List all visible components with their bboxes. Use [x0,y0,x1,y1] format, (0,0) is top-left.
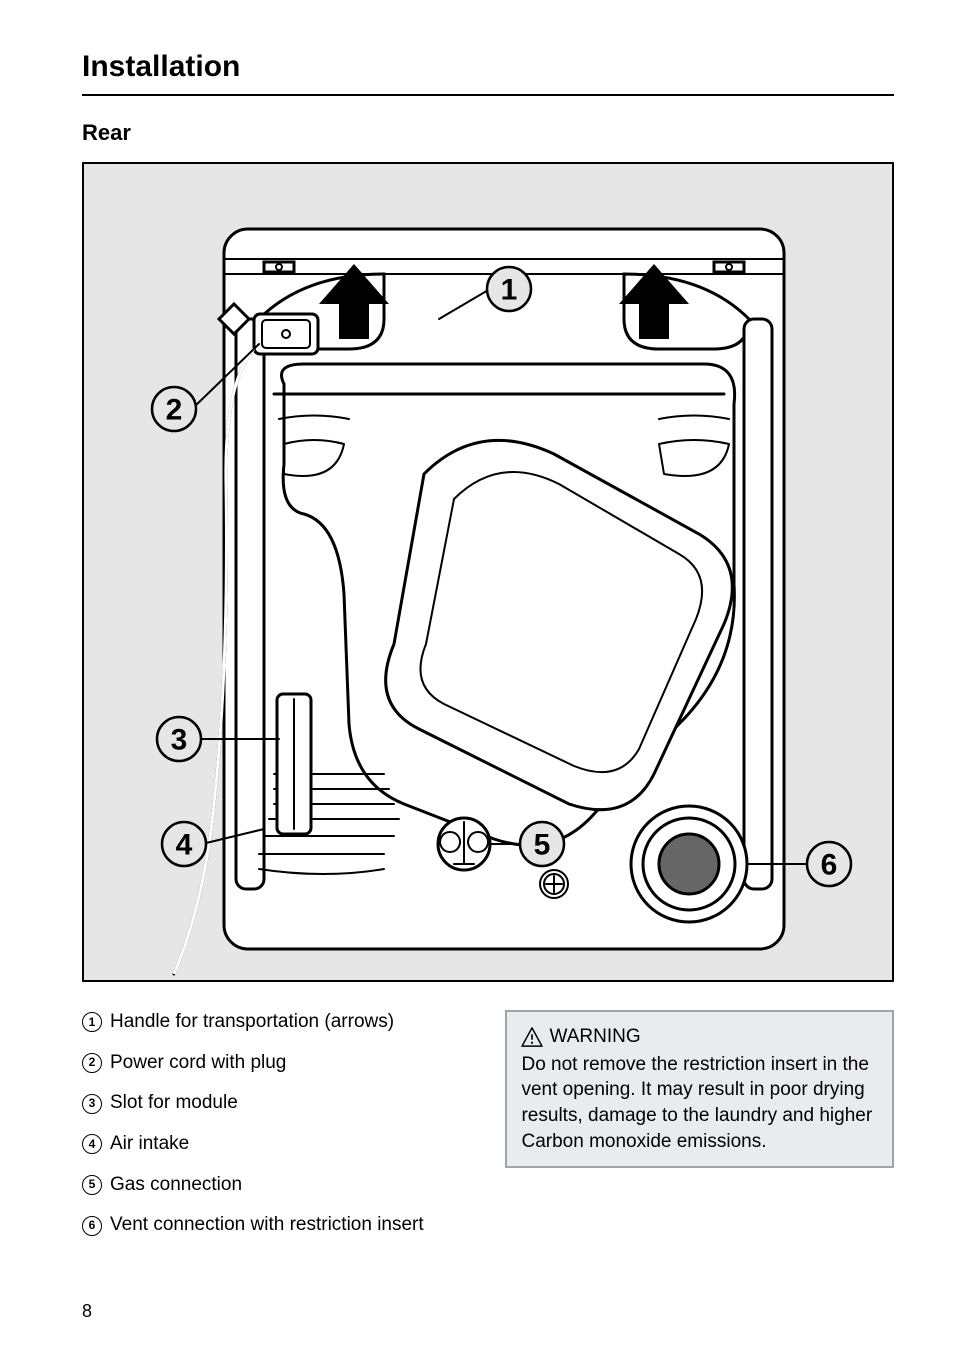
legend-text-2: Power cord with plug [110,1051,286,1076]
legend-item: 1 Handle for transportation (arrows) [82,1010,475,1035]
legend-num-3: 3 [82,1094,102,1114]
legend-num-1: 1 [82,1012,102,1032]
legend-num-4: 4 [82,1134,102,1154]
callout-6: 6 [821,849,838,882]
callout-2: 2 [166,394,183,427]
callout-3: 3 [171,724,188,757]
legend-num-6: 6 [82,1216,102,1236]
legend-item: 4 Air intake [82,1132,475,1157]
legend-text-1: Handle for transportation (arrows) [110,1010,394,1035]
legend-num-2: 2 [82,1053,102,1073]
legend-list: 1 Handle for transportation (arrows) 2 P… [82,1010,475,1254]
warning-label: WARNING [549,1024,640,1050]
callout-1: 1 [501,274,518,307]
warning-triangle-icon [521,1027,543,1047]
legend-item: 5 Gas connection [82,1173,475,1198]
callout-5: 5 [534,829,551,862]
page-title: Installation [82,50,894,96]
legend-text-5: Gas connection [110,1173,242,1198]
legend-item: 3 Slot for module [82,1091,475,1116]
legend-text-4: Air intake [110,1132,189,1157]
legend-item: 2 Power cord with plug [82,1051,475,1076]
page-number: 8 [82,1301,92,1322]
lower-columns: 1 Handle for transportation (arrows) 2 P… [82,1010,894,1254]
legend-num-5: 5 [82,1175,102,1195]
legend-item: 6 Vent connection with restriction inser… [82,1213,475,1238]
callout-4: 4 [176,829,193,862]
subheading-rear: Rear [82,120,894,146]
legend-text-6: Vent connection with restriction insert [110,1213,424,1238]
legend-text-3: Slot for module [110,1091,238,1116]
rear-diagram-svg: 1 2 3 4 5 6 [84,164,896,984]
warning-body: Do not remove the restriction insert in … [521,1052,878,1155]
rear-diagram: 1 2 3 4 5 6 [82,162,894,982]
warning-box: WARNING Do not remove the restriction in… [505,1010,894,1168]
